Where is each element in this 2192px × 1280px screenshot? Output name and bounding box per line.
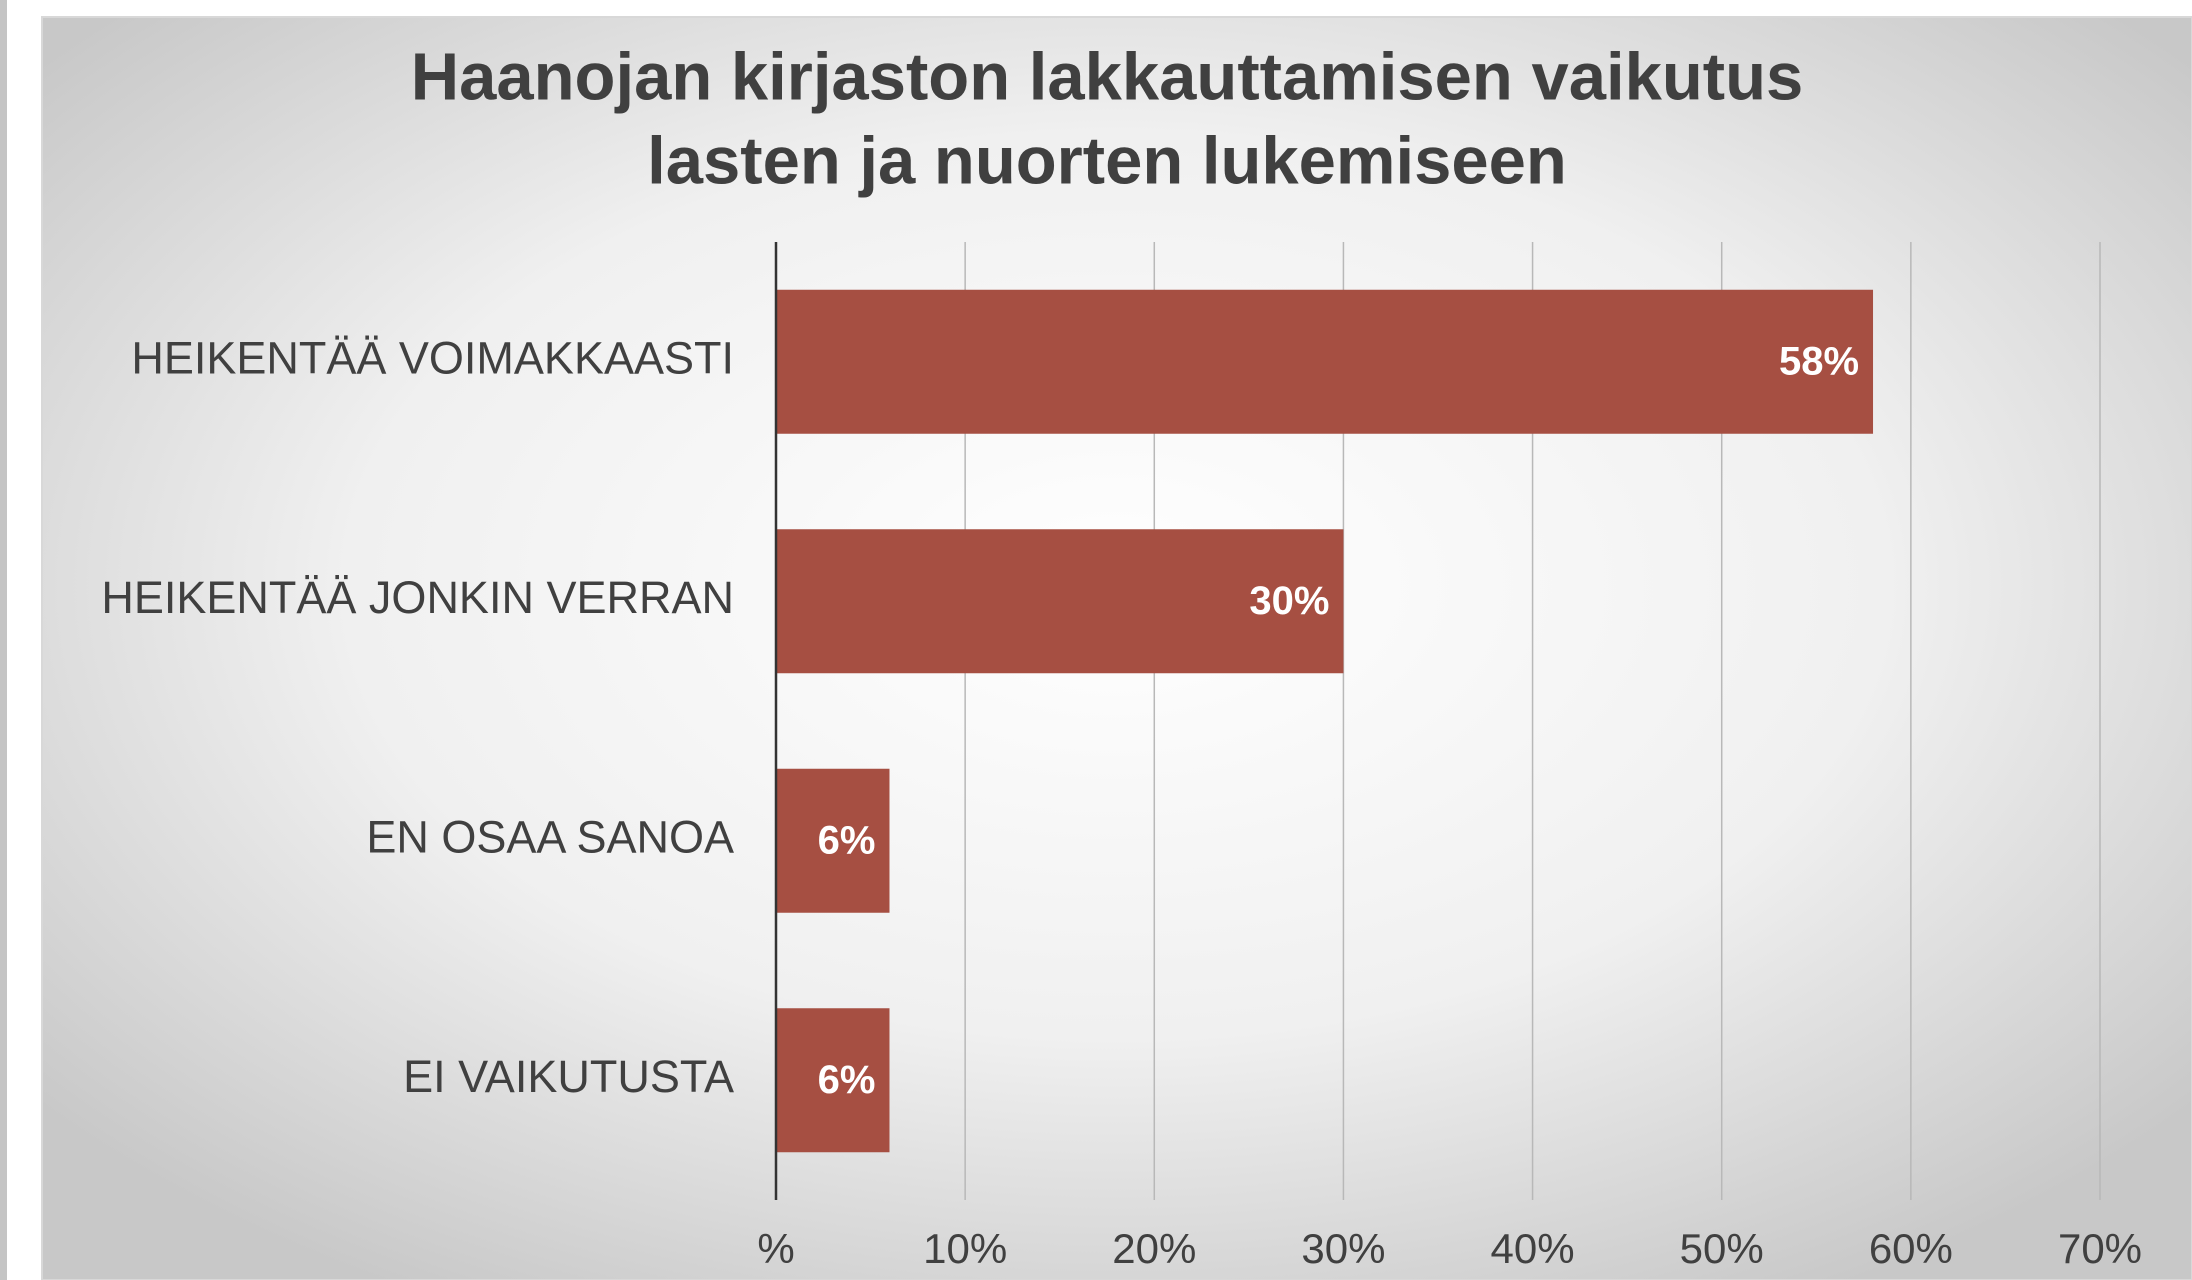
y-tick-label: HEIKENTÄÄ JONKIN VERRAN [101, 572, 734, 623]
bar [776, 289, 1874, 434]
value-label: 6% [818, 818, 876, 862]
value-label: 6% [818, 1058, 876, 1102]
x-tick-label: 70% [2058, 1225, 2142, 1272]
y-tick-label: EN OSAA SANOA [366, 812, 734, 863]
bar [776, 768, 890, 913]
x-tick-label: 10% [923, 1225, 1007, 1272]
left-strip [0, 0, 7, 1280]
value-label: 30% [1249, 579, 1329, 623]
chart-title: Haanojan kirjaston lakkauttamisen vaikut… [411, 40, 1804, 115]
x-tick-label: 60% [1869, 1225, 1953, 1272]
chart-title: lasten ja nuorten lukemiseen [647, 124, 1567, 199]
bar [776, 529, 1344, 674]
x-tick-label: 50% [1680, 1225, 1764, 1272]
x-tick-label: 40% [1491, 1225, 1575, 1272]
x-tick-label: % [757, 1225, 794, 1272]
x-tick-label: 20% [1112, 1225, 1196, 1272]
y-tick-label: EI VAIKUTUSTA [403, 1051, 734, 1102]
value-label: 58% [1779, 339, 1859, 383]
x-tick-label: 30% [1301, 1225, 1385, 1272]
y-tick-label: HEIKENTÄÄ VOIMAKKAASTI [131, 333, 734, 384]
bar [776, 1008, 890, 1153]
